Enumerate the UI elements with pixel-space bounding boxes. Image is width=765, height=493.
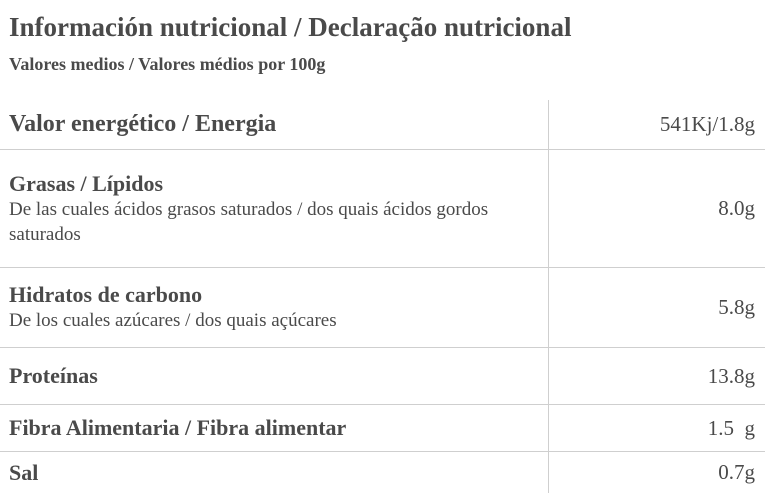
row-label: Proteínas [9,363,98,388]
row-sublabel: De los cuales azúcares / dos quais açúca… [9,310,337,331]
label-cell: Valor energético / Energia [0,100,549,149]
value-cell: 13.8g [707,363,755,388]
row-sublabel: De las cuales ácidos grasos saturados / … [9,198,489,245]
label-cell: Grasas / Lípidos De las cuales ácidos gr… [0,150,549,267]
row-label: Hidratos de carbono [9,282,203,307]
row-label: Valor energético / Energia [9,111,277,137]
label-cell: Fibra Alimentaria / Fibra alimentar [0,405,549,451]
value-cell: 1.5 g [707,415,755,440]
nutrition-table: Valor energético / Energia 541Kj/1.8g Gr… [0,100,765,493]
row-label: Grasas / Lípidos [9,170,164,196]
subtitle: Valores medios / Valores médios por 100g [9,54,326,74]
row-label: Fibra Alimentaria / Fibra alimentar [9,415,347,440]
value-cell: 541Kj/1.8g [659,112,755,136]
row: Hidratos de carbono De los cuales azúcar… [0,268,765,348]
value-cell: 8.0g [718,196,755,220]
row: Fibra Alimentaria / Fibra alimentar 1.5 … [0,405,765,452]
row: Sal 0.7g [0,452,765,493]
row: Valor energético / Energia 541Kj/1.8g [0,100,765,150]
label-cell: Sal [0,452,549,493]
value-cell: 0.7g [718,460,755,484]
label-cell: Hidratos de carbono De los cuales azúcar… [0,268,549,347]
label-cell: Proteínas [0,348,549,404]
row-label: Sal [9,459,39,485]
row: Grasas / Lípidos De las cuales ácidos gr… [0,150,765,268]
value-cell: 5.8g [718,295,755,319]
row: Proteínas 13.8g [0,348,765,405]
title: Información nutricional / Declaração nut… [9,12,572,42]
